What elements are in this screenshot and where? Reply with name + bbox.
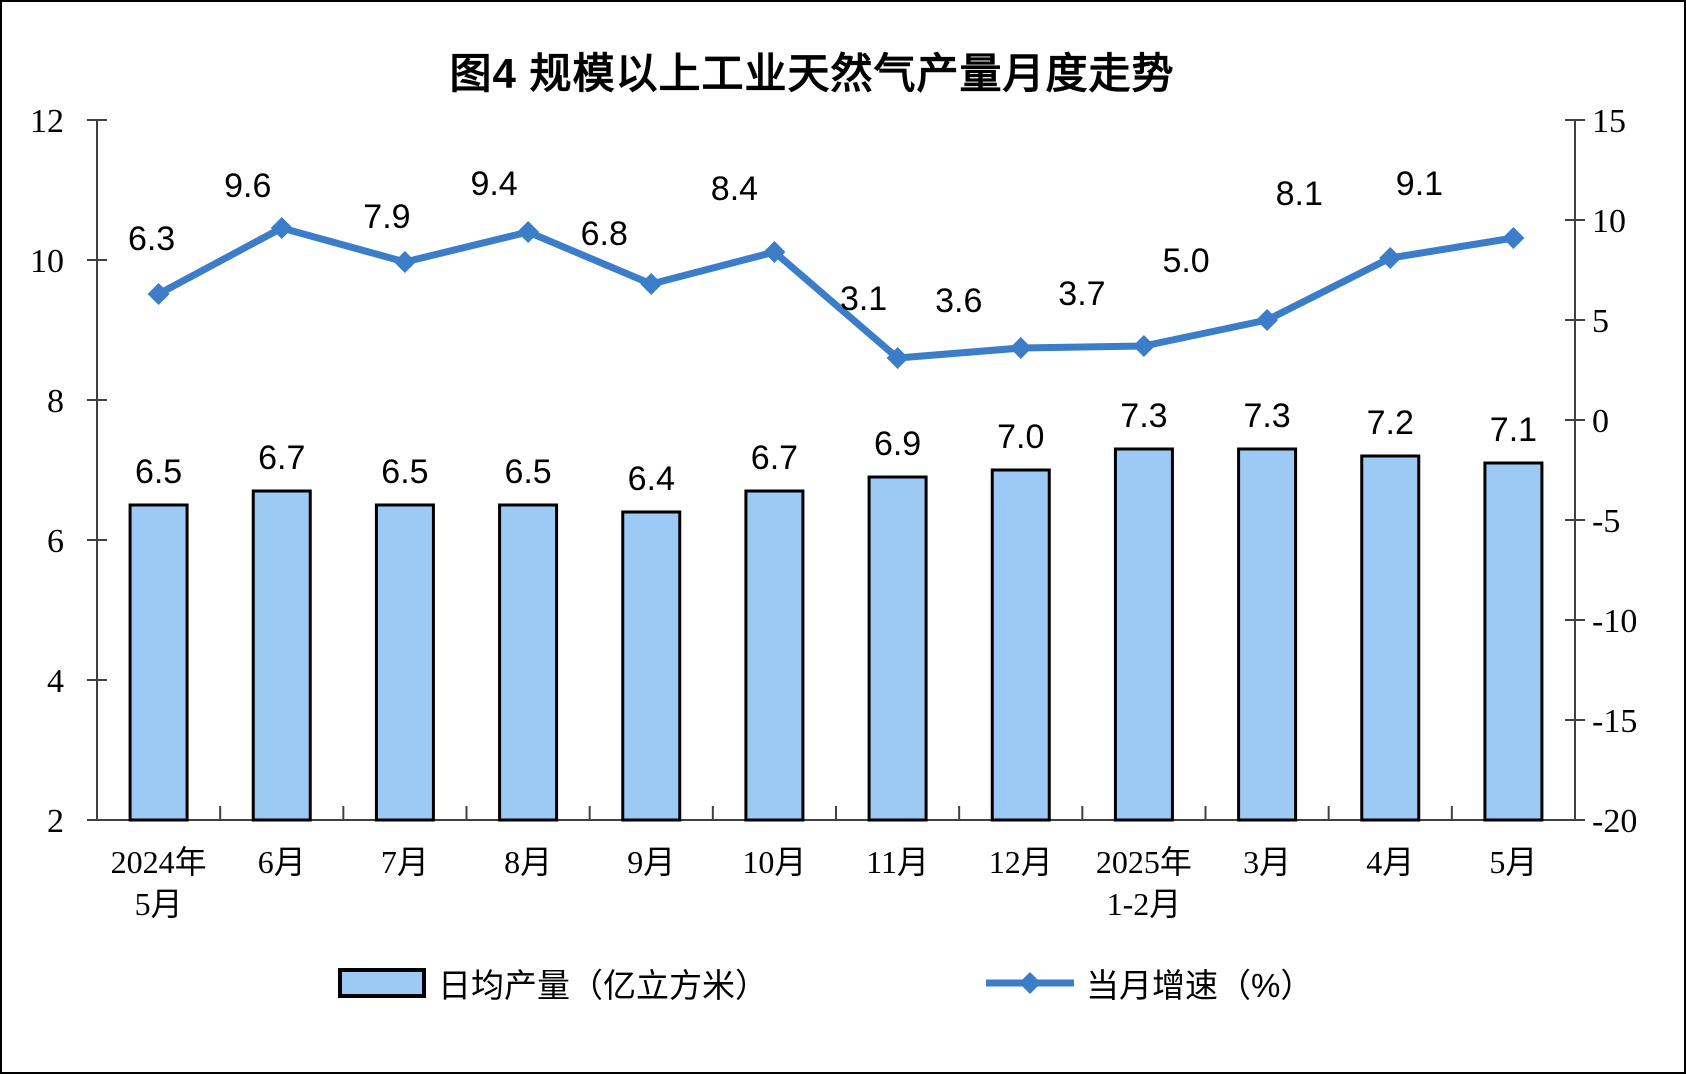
left-axis-tick-label: 10	[30, 243, 64, 280]
legend-bar-label: 日均产量（亿立方米）	[438, 967, 768, 1004]
x-axis-label: 8月	[504, 844, 552, 880]
bar	[251, 489, 312, 822]
bar-value-label: 6.5	[504, 453, 551, 491]
bar	[621, 510, 682, 822]
line-value-label: 8.1	[1276, 175, 1323, 213]
bar	[498, 503, 559, 822]
bar-value-label: 6.4	[628, 460, 675, 498]
bar-value-label: 6.5	[135, 453, 182, 491]
bar	[1483, 461, 1544, 822]
bar-value-label: 6.7	[258, 439, 305, 477]
right-axis-tick-label: -5	[1592, 503, 1620, 540]
line-series	[156, 224, 1514, 362]
line-value-label: 6.3	[128, 220, 175, 258]
line-marker-diamond	[393, 251, 416, 273]
line-value-label: 6.8	[581, 215, 628, 253]
line-marker-diamond	[270, 217, 293, 239]
bar-value-label: 7.3	[1120, 397, 1167, 435]
x-axis-label: 1-2月	[1107, 886, 1182, 922]
bar-value-label: 7.1	[1490, 411, 1537, 449]
right-axis-tick-label: -15	[1592, 703, 1637, 740]
x-axis-label: 5月	[1489, 844, 1537, 880]
x-axis-label: 12月	[989, 844, 1053, 880]
right-axis-tick-label: -20	[1592, 803, 1637, 840]
x-axis-label: 3月	[1243, 844, 1291, 880]
bar	[128, 503, 189, 822]
bar-value-label: 7.3	[1243, 397, 1290, 435]
legend: 日均产量（亿立方米） 当月增速（%）	[2, 958, 1684, 1018]
line-value-label: 3.6	[935, 282, 982, 320]
right-axis-tick-label: -10	[1592, 603, 1637, 640]
bar-value-label: 7.0	[997, 418, 1044, 456]
x-axis-label: 4月	[1366, 844, 1414, 880]
bar-value-label: 7.2	[1367, 404, 1414, 442]
left-axis-tick-label: 8	[47, 383, 64, 420]
line-marker-diamond	[1009, 337, 1032, 359]
x-axis-label: 5月	[135, 886, 183, 922]
line-marker-diamond	[1256, 309, 1279, 331]
line-value-label: 9.6	[224, 167, 271, 205]
line-value-label: 9.1	[1396, 165, 1443, 203]
line-value-label: 5.0	[1162, 242, 1209, 280]
legend-item-bar: 日均产量（亿立方米）	[338, 958, 768, 1008]
legend-line-label: 当月增速（%）	[1086, 967, 1314, 1004]
line-value-label: 8.4	[711, 170, 758, 208]
x-axis-label: 2024年	[111, 844, 207, 880]
bar	[867, 475, 928, 822]
right-axis-tick-label: 5	[1592, 303, 1609, 340]
line-marker-diamond	[517, 221, 540, 243]
bar-value-label: 6.7	[751, 439, 798, 477]
line-marker-diamond	[1132, 335, 1155, 357]
legend-item-line: 当月增速（%）	[984, 958, 1313, 1008]
line-marker-diamond	[886, 347, 909, 369]
x-axis-label: 6月	[258, 844, 306, 880]
right-axis-tick-label: 0	[1592, 403, 1609, 440]
x-axis-label: 7月	[381, 844, 429, 880]
line-value-label: 3.1	[840, 280, 887, 318]
line-marker-diamond	[640, 273, 663, 295]
legend-line-marker	[1019, 972, 1041, 994]
bar	[744, 489, 805, 822]
line-value-label: 9.4	[470, 165, 517, 203]
line-marker-diamond	[763, 241, 786, 263]
bar-value-label: 6.9	[874, 425, 921, 463]
line-value-label: 7.9	[363, 198, 410, 236]
right-axis-tick-label: 15	[1592, 103, 1626, 140]
left-axis-tick-label: 12	[30, 103, 64, 140]
bar	[1237, 447, 1298, 822]
x-axis-label: 9月	[627, 844, 675, 880]
x-axis-label: 2025年	[1096, 844, 1192, 880]
bar	[1360, 454, 1421, 822]
bar	[374, 503, 435, 822]
line-marker-diamond	[1502, 227, 1525, 249]
line-marker-diamond	[1379, 247, 1402, 269]
left-axis-tick-label: 6	[47, 523, 64, 560]
line-value-label: 3.7	[1058, 275, 1105, 313]
bar	[1113, 447, 1174, 822]
x-axis-label: 11月	[866, 844, 929, 880]
left-axis-tick-label: 4	[47, 663, 64, 700]
line-swatch-icon	[986, 972, 1074, 994]
bar-swatch-icon	[338, 968, 426, 998]
left-axis-tick-label: 2	[47, 803, 64, 840]
bar-value-label: 6.5	[381, 453, 428, 491]
chart-title: 图4 规模以上工业天然气产量月度走势	[449, 50, 1175, 97]
x-axis-label: 10月	[742, 844, 806, 880]
bar	[990, 468, 1051, 822]
right-axis-tick-label: 10	[1592, 203, 1626, 240]
line-marker-diamond	[147, 283, 170, 305]
